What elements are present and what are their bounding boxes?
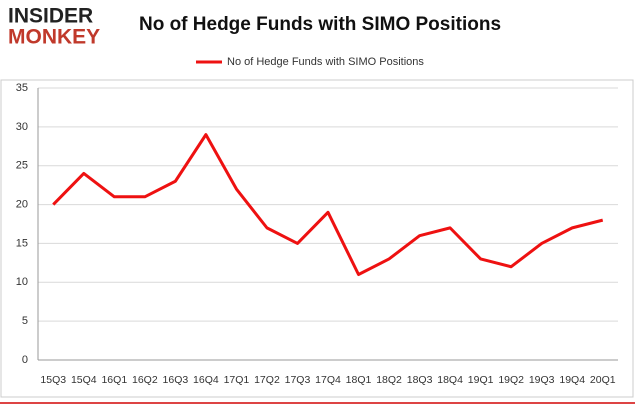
x-tick-label: 16Q1 [101,374,127,386]
x-tick-label: 17Q3 [285,374,311,386]
x-tick-label: 17Q1 [224,374,250,386]
x-tick-label: 19Q4 [559,374,585,386]
x-tick-label: 16Q3 [163,374,189,386]
data-line [52,133,604,277]
y-tick-label: 10 [16,276,28,288]
x-tick-label: 19Q1 [468,374,494,386]
logo-bottom: MONKEY [8,26,100,49]
x-tick-label: 19Q2 [498,374,524,386]
x-tick-label: 19Q3 [529,374,555,386]
x-tick-label: 16Q2 [132,374,158,386]
y-tick-label: 20 [16,198,28,210]
x-tick-label: 16Q4 [193,374,219,386]
x-tick-label: 18Q1 [346,374,372,386]
y-tick-label: 0 [22,354,28,366]
x-tick-label: 15Q4 [71,374,97,386]
x-tick-label: 17Q4 [315,374,341,386]
y-tick-label: 5 [22,315,28,327]
y-tick-label: 35 [16,82,28,94]
legend-label: No of Hedge Funds with SIMO Positions [227,56,424,68]
x-tick-label: 18Q2 [376,374,402,386]
x-tick-label: 18Q3 [407,374,433,386]
x-tick-label: 18Q4 [437,374,463,386]
y-tick-label: 25 [16,160,28,172]
x-tick-label: 20Q1 [590,374,616,386]
y-tick-label: 15 [16,237,28,249]
x-tick-label: 15Q3 [40,374,66,386]
x-tick-label: 17Q2 [254,374,280,386]
y-tick-label: 30 [16,121,28,133]
logo-top: INSIDER [8,5,93,28]
chart-title: No of Hedge Funds with SIMO Positions [139,14,501,35]
plot-frame [0,79,634,398]
